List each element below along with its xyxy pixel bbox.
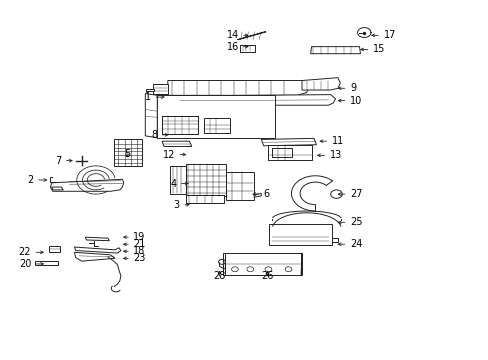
Bar: [35, 261, 58, 265]
Bar: [267, 145, 311, 159]
Text: 2: 2: [27, 175, 34, 185]
Text: 5: 5: [124, 149, 130, 158]
Polygon shape: [223, 253, 225, 275]
Text: 26: 26: [261, 271, 273, 281]
Text: 7: 7: [55, 156, 61, 166]
Polygon shape: [261, 138, 316, 146]
Bar: [162, 117, 198, 134]
Polygon shape: [145, 94, 157, 138]
Bar: [226, 171, 254, 201]
Text: 15: 15: [372, 45, 385, 54]
Bar: [162, 117, 198, 134]
Bar: [185, 164, 226, 196]
Text: 12: 12: [163, 150, 175, 159]
Polygon shape: [310, 47, 360, 54]
Polygon shape: [254, 193, 261, 197]
Bar: [114, 139, 142, 166]
Polygon shape: [177, 95, 335, 105]
Text: 4: 4: [170, 179, 176, 189]
Text: 17: 17: [383, 30, 395, 40]
Text: 20: 20: [19, 259, 31, 269]
Bar: [269, 224, 331, 245]
Polygon shape: [302, 78, 340, 90]
Polygon shape: [237, 32, 265, 40]
Text: 23: 23: [133, 253, 145, 263]
Bar: [157, 95, 274, 138]
Polygon shape: [52, 187, 63, 190]
Polygon shape: [85, 237, 109, 241]
Text: 21: 21: [133, 239, 145, 249]
Polygon shape: [50, 179, 123, 191]
Polygon shape: [301, 253, 302, 275]
Polygon shape: [331, 238, 337, 242]
Text: 14: 14: [226, 30, 238, 40]
Bar: [49, 246, 60, 252]
Bar: [203, 118, 230, 134]
Bar: [170, 166, 185, 194]
Text: 11: 11: [331, 136, 343, 146]
Text: 10: 10: [349, 96, 362, 105]
Text: 9: 9: [349, 83, 355, 93]
Bar: [185, 195, 224, 203]
Polygon shape: [74, 252, 115, 261]
Text: 28: 28: [213, 271, 225, 281]
Text: 6: 6: [263, 189, 269, 199]
Text: 8: 8: [151, 130, 157, 140]
Text: 19: 19: [133, 232, 145, 242]
Bar: [272, 148, 292, 157]
Text: 13: 13: [329, 150, 341, 160]
Text: 18: 18: [133, 246, 145, 256]
Polygon shape: [167, 81, 308, 95]
Polygon shape: [146, 89, 154, 91]
Bar: [239, 45, 255, 51]
Text: 1: 1: [144, 92, 151, 102]
Text: 25: 25: [349, 217, 362, 227]
Polygon shape: [162, 141, 191, 147]
Bar: [225, 253, 302, 275]
Text: 3: 3: [173, 200, 180, 210]
Text: 24: 24: [349, 239, 362, 249]
Text: 16: 16: [226, 42, 238, 51]
Text: 27: 27: [349, 189, 362, 199]
Polygon shape: [74, 247, 121, 253]
Text: 22: 22: [19, 247, 31, 257]
Bar: [153, 84, 167, 94]
